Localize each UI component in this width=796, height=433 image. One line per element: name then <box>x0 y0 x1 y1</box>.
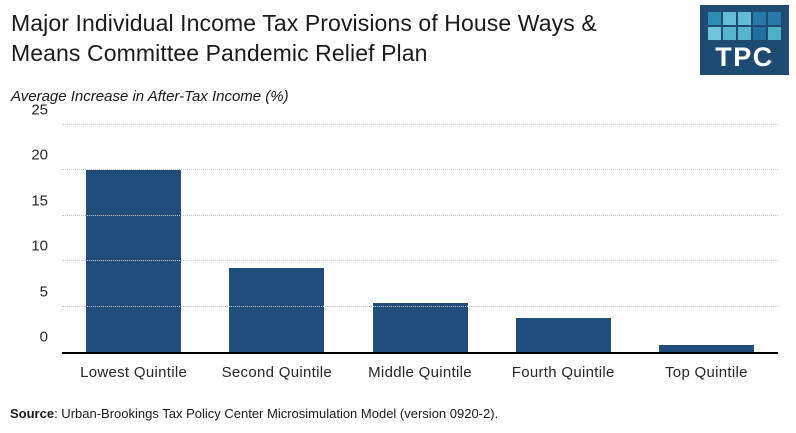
chart-title: Major Individual Income Tax Provisions o… <box>11 8 691 69</box>
y-tick-label-10: 10 <box>31 237 48 255</box>
y-tick-label-15: 15 <box>31 192 48 210</box>
gridline-15 <box>62 214 778 216</box>
tpc-logo-text: TPC <box>715 42 774 72</box>
source-label: Source <box>10 406 55 421</box>
gridline-5 <box>62 305 778 307</box>
tpc-logo-mosaic <box>708 12 781 40</box>
chart-title-line2: Means Committee Pandemic Relief Plan <box>11 40 428 67</box>
bar-fourth-quintile <box>515 318 611 352</box>
bar-top-quintile <box>658 344 754 352</box>
gridline-10 <box>62 260 778 262</box>
x-axis-labels: Lowest Quintile Second Quintile Middle Qui… <box>62 364 778 381</box>
logo-square <box>723 12 736 25</box>
logo-square <box>708 12 721 25</box>
bar-band <box>635 125 778 352</box>
logo-square <box>768 27 781 40</box>
y-tick-label-20: 20 <box>31 146 48 164</box>
chart-subtitle: Average Increase in After-Tax Income (%) <box>11 88 289 105</box>
y-tick-label-0: 0 <box>39 328 48 346</box>
source-text: : Urban-Brookings Tax Policy Center Micr… <box>54 406 499 421</box>
x-axis-label-lowest-quintile: Lowest Quintile <box>80 364 188 381</box>
x-axis-label-fourth-quintile: Fourth Quintile <box>511 364 615 381</box>
bar-band <box>62 125 205 352</box>
logo-square <box>753 27 766 40</box>
source-note: Source: Urban-Brookings Tax Policy Cente… <box>10 406 498 421</box>
y-tick-label-5: 5 <box>39 283 48 301</box>
bar-band <box>492 125 635 352</box>
logo-square <box>753 12 766 25</box>
bar-band <box>348 125 491 352</box>
bar-middle-quintile <box>372 302 468 352</box>
bar-second-quintile <box>229 267 325 352</box>
y-tick-label-25: 25 <box>31 101 48 119</box>
tpc-logo: TPC <box>700 5 789 75</box>
plot-area: 0 5 10 15 20 25 <box>31 103 778 354</box>
logo-square <box>738 27 751 40</box>
gridline-20 <box>62 169 778 171</box>
logo-square <box>723 27 736 40</box>
bar-band <box>205 125 348 352</box>
x-axis-label-second-quintile: Second Quintile <box>221 364 332 381</box>
gridline-25 <box>62 124 778 125</box>
bars-container <box>62 125 778 352</box>
x-axis-label-top-quintile: Top Quintile <box>665 364 748 381</box>
chart-title-line1: Major Individual Income Tax Provisions o… <box>11 10 597 36</box>
logo-square <box>768 12 781 25</box>
logo-square <box>738 12 751 25</box>
x-axis-label-middle-quintile: Middle Quintile <box>368 364 472 381</box>
logo-square <box>708 27 721 40</box>
